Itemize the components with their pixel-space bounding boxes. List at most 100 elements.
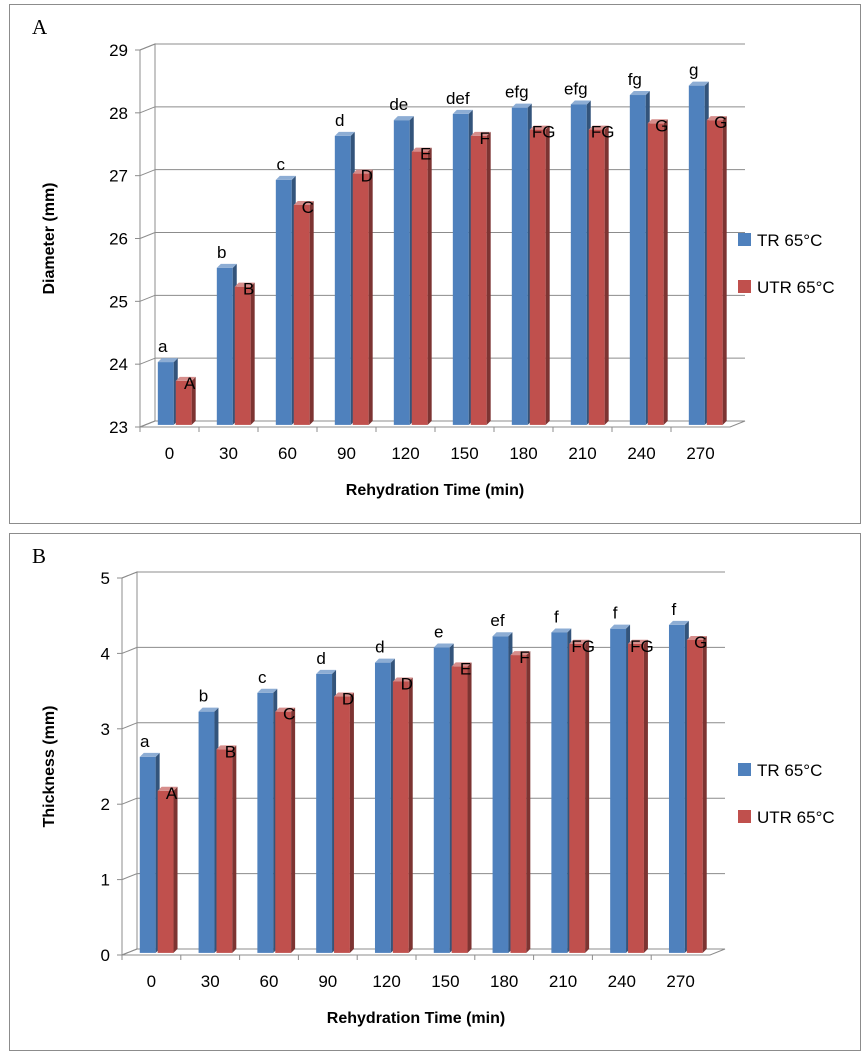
bar <box>569 639 590 953</box>
bar <box>198 707 219 953</box>
legend-swatch <box>738 233 751 246</box>
y-tick-label: 26 <box>109 230 128 249</box>
legend-label: TR 65°C <box>757 231 822 250</box>
legend-label: UTR 65°C <box>757 808 835 827</box>
legend-swatch <box>738 763 751 776</box>
y-tick-label: 1 <box>101 871 110 890</box>
y-tick-label: 29 <box>109 41 128 60</box>
x-tick-label: 120 <box>391 444 419 463</box>
data-label: c <box>258 668 267 687</box>
y-tick-label: 24 <box>109 355 128 374</box>
bar <box>352 169 373 425</box>
bar <box>433 643 454 953</box>
data-label: f <box>672 600 677 619</box>
data-label: F <box>519 648 529 667</box>
data-label: A <box>166 784 178 803</box>
legend-swatch <box>738 280 751 293</box>
y-tick-label: 4 <box>101 644 110 663</box>
bar <box>688 81 709 425</box>
bar <box>393 116 414 425</box>
y-tick-label: 0 <box>101 946 110 965</box>
x-tick-label: 0 <box>147 972 156 991</box>
data-label: f <box>613 604 618 623</box>
bar <box>628 639 648 953</box>
data-label: efg <box>505 83 529 102</box>
bar <box>216 745 237 953</box>
bar <box>157 358 178 425</box>
data-label: D <box>361 167 373 186</box>
data-label: D <box>342 690 354 709</box>
x-tick-label: 30 <box>219 444 238 463</box>
y-tick-label: 23 <box>109 418 128 437</box>
bar <box>570 100 591 425</box>
bar <box>647 119 668 425</box>
gridline-side <box>139 357 156 365</box>
x-tick-label: 30 <box>201 972 220 991</box>
data-label: a <box>140 732 150 751</box>
bar <box>316 669 337 953</box>
legend-label: UTR 65°C <box>757 278 835 297</box>
bar <box>610 624 631 953</box>
gridline-side <box>121 646 138 654</box>
data-label: D <box>401 674 413 693</box>
bar <box>511 103 532 425</box>
chart-b-svg: 0123450aA30bB60cC90dD120dD150eE180efF210… <box>41 569 835 1027</box>
x-tick-label: 210 <box>549 972 577 991</box>
data-label: B <box>225 742 236 761</box>
bar <box>293 200 314 425</box>
x-tick-label: 120 <box>372 972 400 991</box>
gridline-side <box>121 571 138 579</box>
bar <box>392 677 413 953</box>
gridline-side <box>139 294 156 302</box>
x-tick-label: 240 <box>627 444 655 463</box>
bar <box>668 620 689 953</box>
bar <box>706 116 727 425</box>
x-tick-label: 210 <box>568 444 596 463</box>
data-label: G <box>714 113 727 132</box>
data-label: B <box>243 280 254 299</box>
bar <box>451 662 472 953</box>
bar <box>588 125 609 425</box>
gridline-side <box>139 106 156 114</box>
data-label: F <box>480 129 490 148</box>
bar <box>452 109 473 425</box>
data-label: g <box>689 61 698 80</box>
data-label: b <box>199 687 208 706</box>
data-label: e <box>434 623 443 642</box>
data-label: d <box>335 111 344 130</box>
data-label: ef <box>490 611 504 630</box>
y-tick-label: 2 <box>101 795 110 814</box>
data-label: FG <box>591 123 615 142</box>
gridline-side <box>139 420 156 428</box>
bar <box>686 635 707 953</box>
chart-panel-b: B 0 1 2 3 4 5 0 a A 30 b B 60 c C 90 d D 120 d D 150 e E 180 ef F 2… <box>9 533 861 1051</box>
data-label: a <box>158 337 168 356</box>
panel-label-b: B <box>32 544 47 568</box>
gridline-side <box>139 43 156 51</box>
x-tick-label: 240 <box>608 972 636 991</box>
y-tick-label: 27 <box>109 167 128 186</box>
data-label: FG <box>571 637 595 656</box>
data-label: C <box>283 705 295 724</box>
data-label: f <box>554 607 559 626</box>
x-tick-label: 0 <box>165 444 174 463</box>
bar <box>275 175 296 425</box>
y-axis-title: Diameter (mm) <box>41 182 58 294</box>
legend-label: TR 65°C <box>757 761 822 780</box>
x-tick-label: 270 <box>666 972 694 991</box>
bar <box>492 632 513 953</box>
y-tick-label: 5 <box>101 569 110 588</box>
y-tick-label: 28 <box>109 104 128 123</box>
gridline-side <box>139 232 156 239</box>
y-axis-title: Thickness (mm) <box>41 706 58 828</box>
data-label: E <box>420 145 431 164</box>
bar <box>157 786 178 953</box>
legend-swatch <box>738 810 751 823</box>
x-tick-label: 180 <box>490 972 518 991</box>
data-label: d <box>375 638 384 657</box>
chart-panel-a: A 23 24 25 26 27 28 29 0 a A 30 b B 60 c C 90 d D 120 de E 150… <box>9 4 861 524</box>
x-tick-label: 150 <box>450 444 478 463</box>
gridline-side <box>121 797 138 805</box>
legend: TR 65°C UTR 65°C <box>738 761 835 827</box>
y-tick-label: 25 <box>109 292 128 311</box>
